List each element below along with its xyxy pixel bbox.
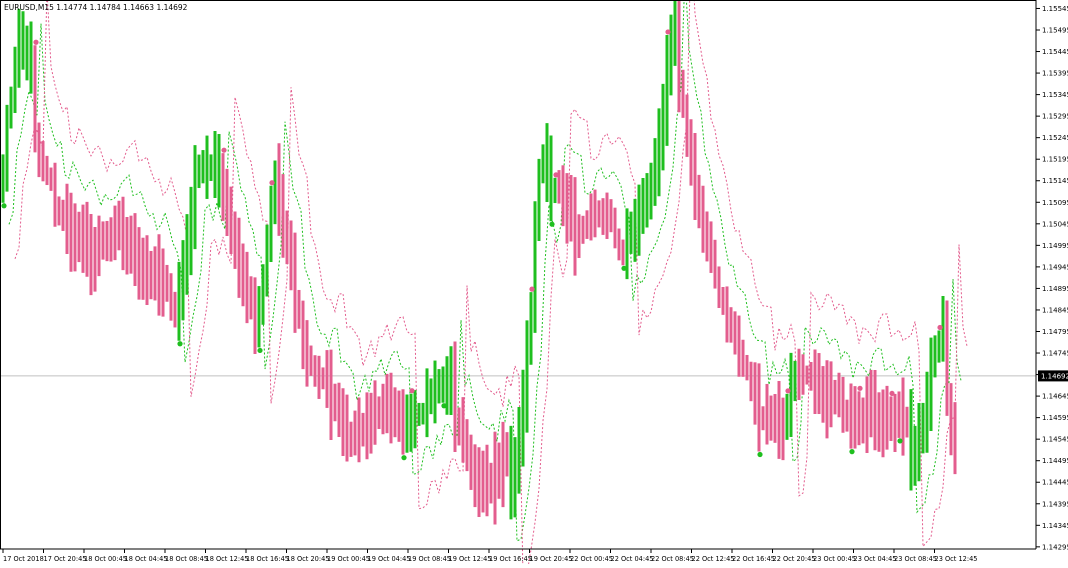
x-tick-label: 18 Oct 08:45 — [165, 555, 208, 563]
x-tick-label: 17 Oct 20:45 — [44, 555, 87, 563]
x-tick-label: 19 Oct 08:45 — [408, 555, 451, 563]
y-tick-label: 1.14395 — [1042, 500, 1068, 508]
trailing-stop-lines — [8, 0, 968, 568]
x-tick-label: 18 Oct 16:45 — [246, 555, 289, 563]
y-tick-label: 1.14645 — [1042, 393, 1068, 401]
buy-signal-dot — [849, 449, 855, 455]
x-tick-label: 23 Oct 08:45 — [894, 555, 937, 563]
x-tick-label: 22 Oct 20:45 — [773, 555, 816, 563]
buy-signal-dot — [441, 403, 447, 409]
y-tick-label: 1.14595 — [1042, 414, 1068, 422]
sell-signal-dot — [33, 39, 39, 45]
y-tick-label: 1.15245 — [1042, 134, 1068, 142]
current-price-tag: 1.14692 — [1038, 370, 1068, 382]
y-tick-label: 1.14745 — [1042, 350, 1068, 358]
signal-dots — [1, 29, 943, 461]
y-tick-label: 1.14845 — [1042, 306, 1068, 314]
x-tick-label: 19 Oct 00:45 — [327, 555, 370, 563]
sell-signal-dot — [529, 286, 535, 292]
x-tick-label: 22 Oct 00:45 — [570, 555, 613, 563]
sell-signal-dot — [409, 388, 415, 394]
y-tick-label: 1.14795 — [1042, 328, 1068, 336]
current-price-tag-bg — [1038, 370, 1068, 382]
y-tick-label: 1.15395 — [1042, 70, 1068, 78]
x-tick-label: 22 Oct 04:45 — [611, 555, 654, 563]
x-tick-label: 22 Oct 16:45 — [732, 555, 775, 563]
x-tick-label: 17 Oct 2018 — [3, 555, 44, 563]
price-axis — [0, 0, 1037, 550]
y-tick-label: 1.14545 — [1042, 436, 1068, 444]
y-tick-label: 1.14995 — [1042, 242, 1068, 250]
buy-signal-dot — [257, 347, 263, 354]
chart-header-title: EURUSD,M15 1.14774 1.14784 1.14663 1.146… — [4, 3, 188, 12]
x-tick-label: 23 Oct 04:45 — [854, 555, 897, 563]
x-tick-label: 19 Oct 20:45 — [530, 555, 573, 563]
trail-line-pink — [14, 0, 968, 568]
x-tick-label: 18 Oct 04:45 — [125, 555, 168, 563]
buy-signal-dot — [1, 203, 7, 209]
sell-signal-dot — [857, 385, 863, 391]
buy-signal-dot — [177, 341, 183, 347]
buy-signal-dot — [621, 265, 627, 271]
current-price-tag-label: 1.14692 — [1041, 372, 1068, 380]
sell-signal-dot — [221, 147, 227, 153]
sell-signal-dot — [937, 324, 943, 331]
y-tick-label: 1.15095 — [1042, 199, 1068, 207]
x-tick-label: 18 Oct 00:45 — [84, 555, 127, 563]
sell-signal-dot — [889, 390, 895, 397]
y-tick-label: 1.14345 — [1042, 522, 1068, 530]
y-tick-label: 1.14895 — [1042, 285, 1068, 293]
y-tick-label: 1.15045 — [1042, 220, 1068, 228]
y-tick-label: 1.14495 — [1042, 457, 1068, 465]
sell-signal-dot — [665, 29, 671, 35]
x-tick-label: 19 Oct 16:45 — [489, 555, 532, 563]
buy-signal-dot — [549, 221, 555, 227]
y-tick-label: 1.15295 — [1042, 113, 1068, 121]
sell-signal-dot — [785, 388, 791, 394]
buy-signal-dot — [757, 451, 763, 458]
buy-signal-dot — [401, 455, 407, 461]
x-tick-label: 18 Oct 20:45 — [287, 555, 330, 563]
y-tick-label: 1.15145 — [1042, 177, 1068, 185]
buy-signal-dot — [897, 438, 903, 444]
trail-line-green — [8, 0, 962, 542]
x-tick-label: 22 Oct 12:45 — [692, 555, 735, 563]
y-tick-label: 1.15445 — [1042, 48, 1068, 56]
sell-signal-dot — [269, 180, 275, 186]
x-tick-label: 19 Oct 04:45 — [368, 555, 411, 563]
x-tick-label: 19 Oct 12:45 — [449, 555, 492, 563]
x-tick-label: 18 Oct 12:45 — [206, 555, 249, 563]
y-tick-label: 1.14945 — [1042, 263, 1068, 271]
x-tick-label: 23 Oct 12:45 — [935, 555, 978, 563]
y-tick-label: 1.15495 — [1042, 26, 1068, 34]
y-tick-label: 1.14445 — [1042, 479, 1068, 487]
y-tick-label: 1.15195 — [1042, 156, 1068, 164]
price-bars — [1, 0, 957, 525]
y-tick-label: 1.15345 — [1042, 91, 1068, 99]
y-tick-label: 1.15545 — [1042, 5, 1068, 13]
sell-signal-dot — [553, 172, 559, 178]
x-tick-label: 22 Oct 08:45 — [651, 555, 694, 563]
x-tick-label: 23 Oct 00:45 — [813, 555, 856, 563]
y-tick-label: 1.14295 — [1042, 543, 1068, 551]
